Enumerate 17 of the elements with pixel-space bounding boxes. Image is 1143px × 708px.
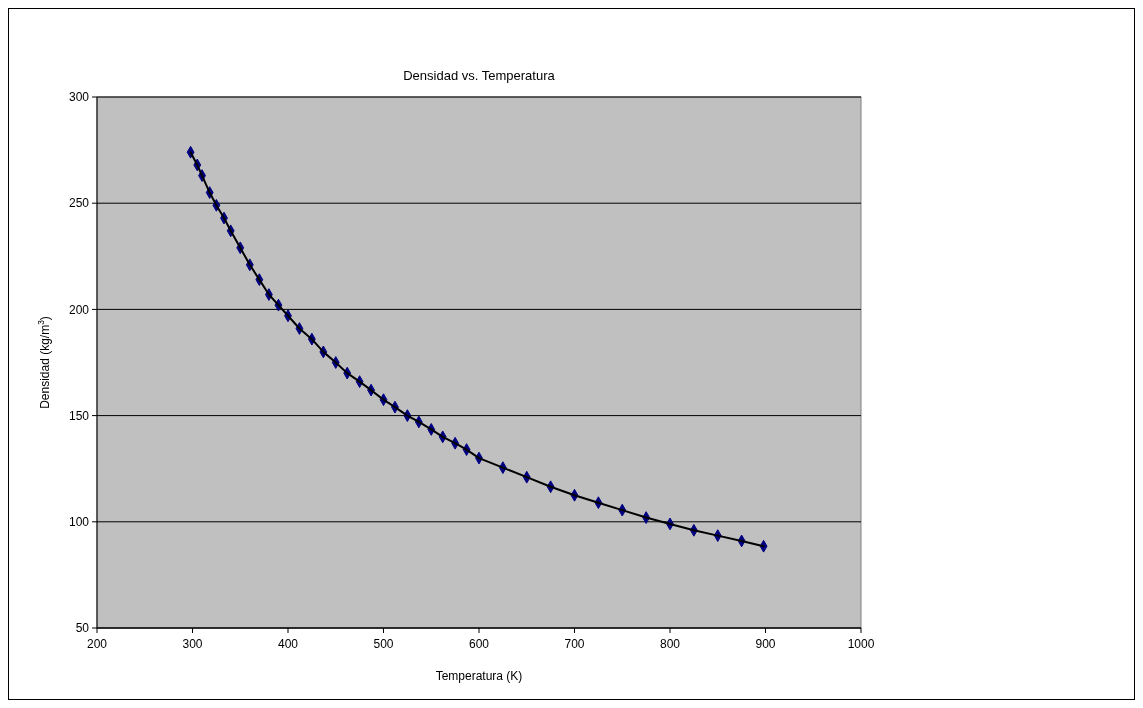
y-tick-label: 100: [68, 515, 90, 529]
x-tick-label: 900: [755, 637, 776, 651]
y-tick-label: 300: [68, 90, 90, 105]
x-tick-label: 800: [659, 637, 681, 651]
chart-title: Densidad vs. Temperatura: [403, 68, 556, 83]
x-tick-label: 600: [468, 637, 490, 651]
x-tick-label: 200: [86, 637, 108, 651]
x-axis-title: Temperatura (K): [435, 669, 523, 683]
x-tick-label: 400: [277, 637, 299, 651]
x-tick-label: 700: [564, 637, 585, 651]
x-tick-label: 300: [182, 637, 203, 651]
x-tick-label: 1000: [847, 637, 875, 651]
y-tick-label: 50: [75, 621, 90, 636]
y-tick-label: 200: [68, 302, 90, 317]
y-tick-label: 150: [68, 408, 90, 423]
x-tick-label: 500: [373, 637, 394, 651]
y-tick-label: 250: [68, 196, 90, 211]
